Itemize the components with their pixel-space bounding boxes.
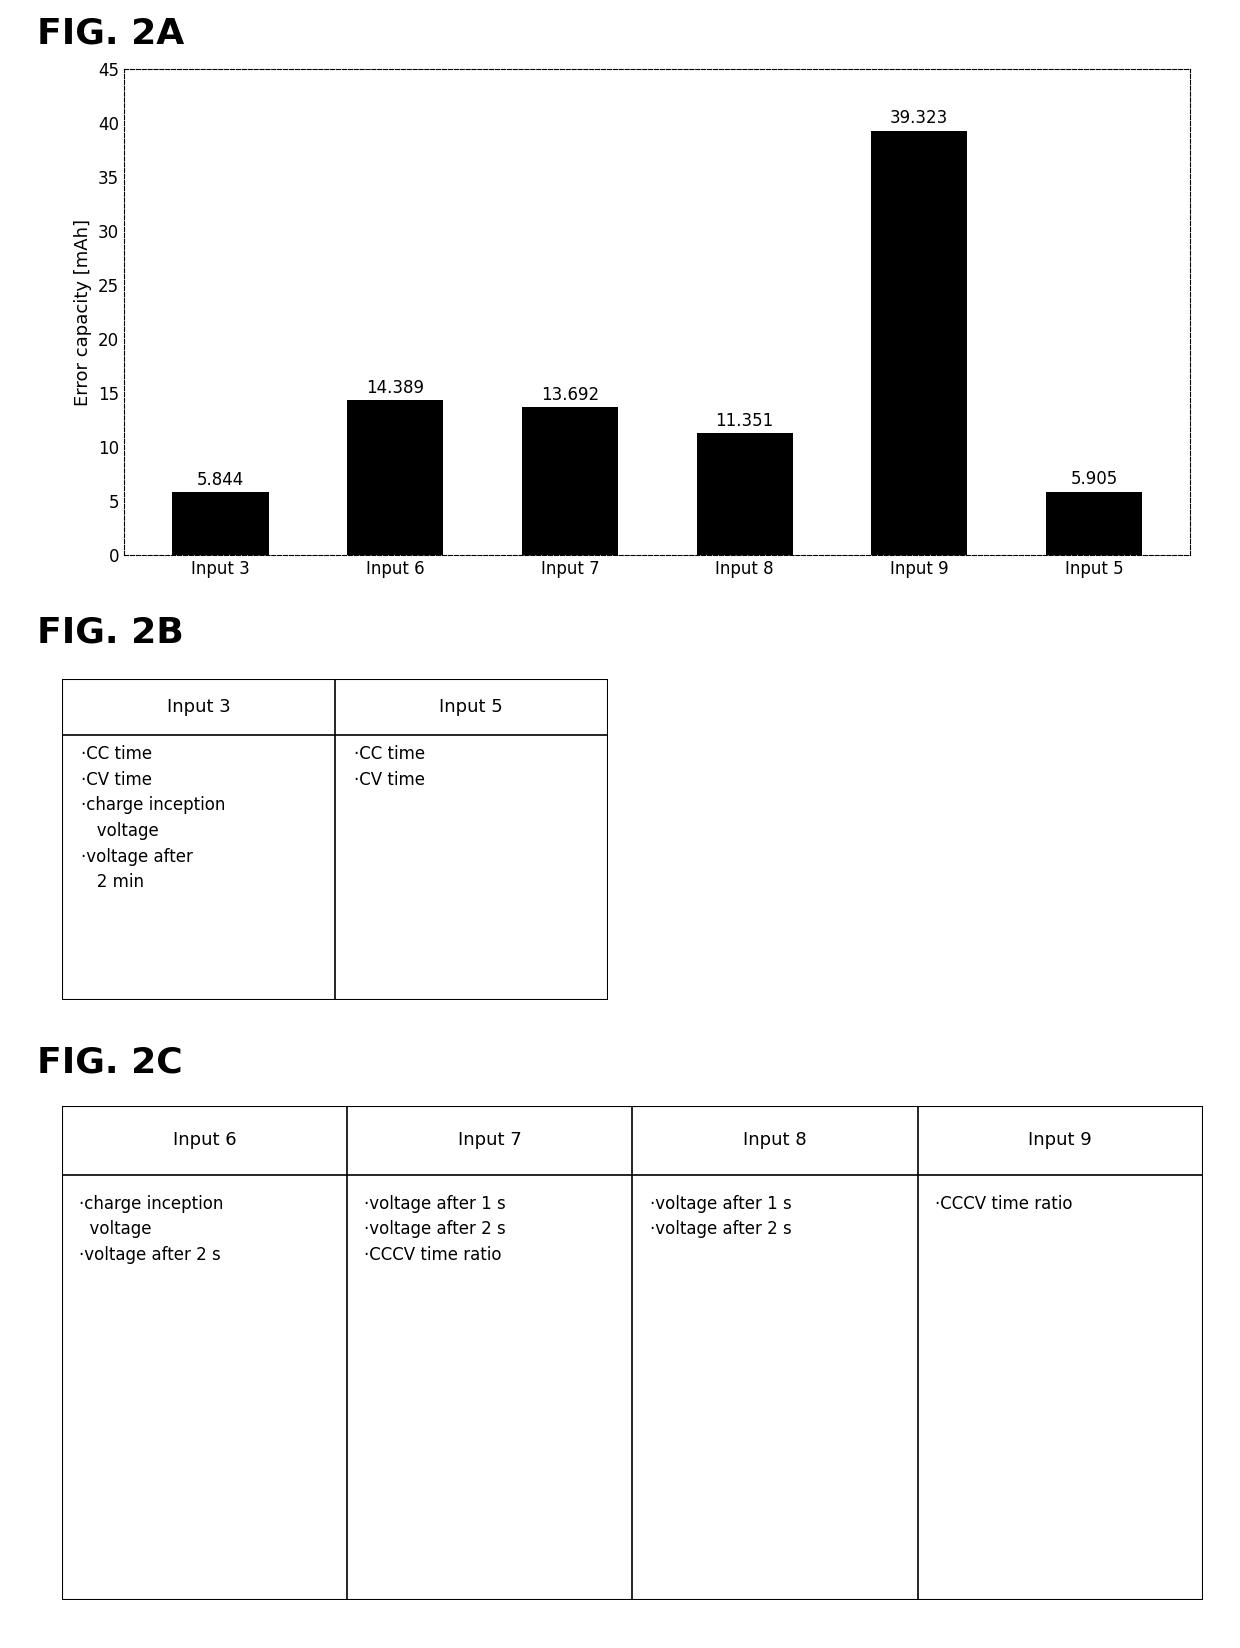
Text: Input 7: Input 7 (458, 1132, 522, 1149)
Text: FIG. 2A: FIG. 2A (37, 16, 185, 51)
Y-axis label: Error capacity [mAh]: Error capacity [mAh] (74, 219, 93, 405)
Text: ·voltage after 1 s
·voltage after 2 s: ·voltage after 1 s ·voltage after 2 s (650, 1195, 791, 1239)
Text: Input 8: Input 8 (743, 1132, 807, 1149)
Text: FIG. 2C: FIG. 2C (37, 1045, 182, 1079)
Bar (697, 433, 792, 555)
Text: Input 3: Input 3 (166, 699, 231, 717)
Text: 14.389: 14.389 (366, 379, 424, 397)
Bar (1045, 491, 1142, 555)
Text: Input 5: Input 5 (439, 699, 503, 717)
Text: 5.844: 5.844 (197, 471, 244, 489)
Bar (172, 493, 269, 555)
Bar (872, 130, 967, 555)
Text: ·charge inception
  voltage
·voltage after 2 s: ·charge inception voltage ·voltage after… (79, 1195, 223, 1264)
Text: Input 6: Input 6 (172, 1132, 237, 1149)
Text: ·voltage after 1 s
·voltage after 2 s
·CCCV time ratio: ·voltage after 1 s ·voltage after 2 s ·C… (365, 1195, 506, 1264)
Text: ·CC time
·CV time
·charge inception
   voltage
·voltage after
   2 min: ·CC time ·CV time ·charge inception volt… (81, 745, 226, 892)
Text: ·CCCV time ratio: ·CCCV time ratio (935, 1195, 1073, 1213)
Text: FIG. 2B: FIG. 2B (37, 615, 184, 649)
Bar (347, 400, 443, 555)
Text: 11.351: 11.351 (715, 412, 774, 430)
Text: 39.323: 39.323 (890, 109, 949, 127)
Text: 5.905: 5.905 (1070, 470, 1117, 488)
Text: Input 9: Input 9 (1028, 1132, 1092, 1149)
Text: 13.692: 13.692 (541, 386, 599, 404)
Bar (522, 407, 618, 555)
Text: ·CC time
·CV time: ·CC time ·CV time (353, 745, 425, 788)
